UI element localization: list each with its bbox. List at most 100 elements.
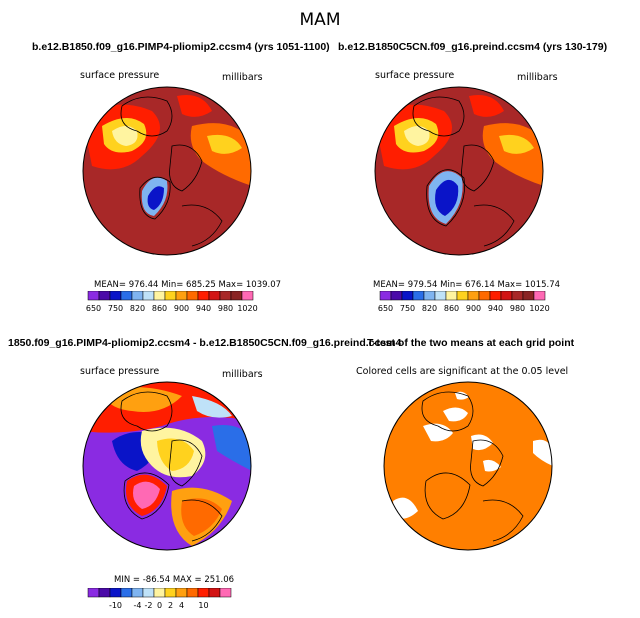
panel2-region-yellow-asia — [499, 134, 534, 154]
panel1-colorbar-label: 1020 — [237, 304, 257, 313]
panel1-colorbar-label: 650 — [86, 304, 101, 313]
panel3-colorbar-box — [142, 588, 155, 598]
panel2-colorbar-label: 820 — [422, 304, 437, 313]
panel3-colorbar-label: 10 — [198, 601, 208, 610]
panel3-colorbar-box — [87, 588, 100, 598]
panel3-colorbar-box — [98, 588, 111, 598]
panel3-coastline — [169, 439, 203, 487]
panel1-colorbar-box — [230, 291, 243, 301]
panel2-map-border — [374, 86, 544, 256]
panel1-coastline — [120, 96, 173, 137]
panel3-units: millibars — [222, 369, 263, 380]
panel1-colorbar-box — [241, 291, 254, 301]
panel1-colorbar-label: 820 — [130, 304, 145, 313]
panel1-region-red-n — [177, 95, 212, 117]
panel2-colorbar-box — [478, 291, 491, 301]
panel1-colorbar-box — [131, 291, 144, 301]
panel2-colorbar-label: 750 — [400, 304, 415, 313]
figure-title: MAM — [299, 10, 341, 30]
panel2-colorbar-box — [511, 291, 524, 301]
panel2-colorbar-box — [412, 291, 425, 301]
panel3-stats: MIN = -86.54 MAX = 251.06 — [114, 575, 235, 585]
panel2-colorbar-box — [522, 291, 535, 301]
panel2-coastline — [461, 144, 495, 192]
panel1-title: b.e12.B1850.f09_g16.PIMP4-pliomip2.ccsm4… — [32, 41, 330, 53]
panel2-stats: MEAN= 979.54 Min= 676.14 Max= 1015.74 — [373, 280, 561, 290]
panel2-colorbar-box — [401, 291, 414, 301]
panel4-nonsignificant-patch — [455, 391, 469, 400]
panel2-colorbar-box — [500, 291, 513, 301]
panel4-caption: Colored cells are significant at the 0.0… — [356, 366, 569, 377]
panel4-coastline-greenland — [424, 472, 471, 520]
panel3-colorbar-box — [164, 588, 177, 598]
panel3-colorbar: -10 -4 -2 0 2 4 10 — [87, 588, 232, 610]
panel1-region-greenland-inner — [147, 186, 164, 210]
panel1-units: millibars — [222, 72, 263, 83]
panel2-colorbar-box — [467, 291, 480, 301]
panel2-colorbar-box — [434, 291, 447, 301]
panel3-region-blue-e — [212, 425, 251, 471]
panel2-colorbar-box — [489, 291, 502, 301]
panel4-nonsignificant-patch — [393, 497, 418, 519]
panel2-colorbar-box — [423, 291, 436, 301]
panel2-map — [374, 86, 544, 256]
panel1-colorbar-box — [87, 291, 100, 301]
panel1-coastline — [181, 204, 223, 247]
panel4-nonsignificant-patch — [443, 407, 468, 422]
panel2-colorbar-box — [390, 291, 403, 301]
panel1-colorbar-label: 860 — [152, 304, 167, 313]
panel3-colorbar-box — [186, 588, 199, 598]
panel3-colorbar-label: 2 — [168, 601, 173, 610]
panel1-colorbar-box — [98, 291, 111, 301]
panel3-colorbar-label: 4 — [179, 601, 184, 610]
panel2-colorbar-label: 940 — [488, 304, 503, 313]
panel2-colorbar-box — [379, 291, 392, 301]
panel2-coastline — [412, 96, 465, 137]
panel1-map — [82, 86, 252, 256]
panel4-map — [383, 381, 553, 551]
panel3-colorbar-box — [109, 588, 122, 598]
panel3-map-border — [82, 381, 252, 551]
panel3-coastline — [181, 499, 223, 542]
panel3-region-lightblue-ne — [192, 396, 232, 418]
panel4-map-border — [383, 381, 553, 551]
panel2-colorbar-box — [445, 291, 458, 301]
panel1-coastline-greenland — [139, 176, 171, 220]
panel2-region-greenland-inner — [435, 179, 459, 216]
panel2-colorbar-label: 1020 — [529, 304, 549, 313]
panel3-colorbar-label: -4 — [134, 601, 142, 610]
panel3-region-pink-greenland — [133, 481, 160, 509]
panel1-colorbar-box — [142, 291, 155, 301]
panel2-colorbar-label: 980 — [510, 304, 525, 313]
panel4-nonsignificant-patch — [533, 439, 552, 466]
panel1-colorbar-box — [219, 291, 232, 301]
panel2-colorbar-label: 900 — [466, 304, 481, 313]
panel3-colorbar-label: -10 — [109, 601, 122, 610]
panel3-colorbar-box — [208, 588, 221, 598]
panel1-map-border — [82, 86, 252, 256]
panel2-region-red-n — [469, 95, 504, 117]
panel1-left-label: surface pressure — [80, 70, 160, 81]
panel2-colorbar-label: 860 — [444, 304, 459, 313]
panel1-colorbar-box — [164, 291, 177, 301]
panel1-colorbar-box — [208, 291, 221, 301]
panel1-colorbar-label: 940 — [196, 304, 211, 313]
panel1-colorbar-box — [186, 291, 199, 301]
panel2-coastline-greenland — [426, 169, 465, 227]
panel1-region-yellow-asia — [207, 134, 242, 154]
panel2-colorbar-box — [456, 291, 469, 301]
panel3-colorbar-label: 0 — [157, 601, 162, 610]
panel3-region-gold-center — [157, 438, 194, 471]
panel3-title: 1850.f09_g16.PIMP4-pliomip2.ccsm4 - b.e1… — [8, 337, 402, 349]
panel3-coastline — [120, 391, 173, 432]
panel1-colorbar-box — [175, 291, 188, 301]
panel2-region-yellow — [404, 126, 430, 146]
panel4-nonsignificant-patch — [423, 423, 453, 442]
panel1-colorbar-box — [197, 291, 210, 301]
panel1-region-orange-asia — [190, 123, 251, 186]
panel4-significant-field — [384, 382, 552, 550]
panel1-colorbar-box — [120, 291, 133, 301]
panel1-stats: MEAN= 976.44 Min= 685.25 Max= 1039.07 — [94, 280, 282, 290]
panel2-left-label: surface pressure — [375, 70, 455, 81]
panel3-colorbar-box — [219, 588, 232, 598]
